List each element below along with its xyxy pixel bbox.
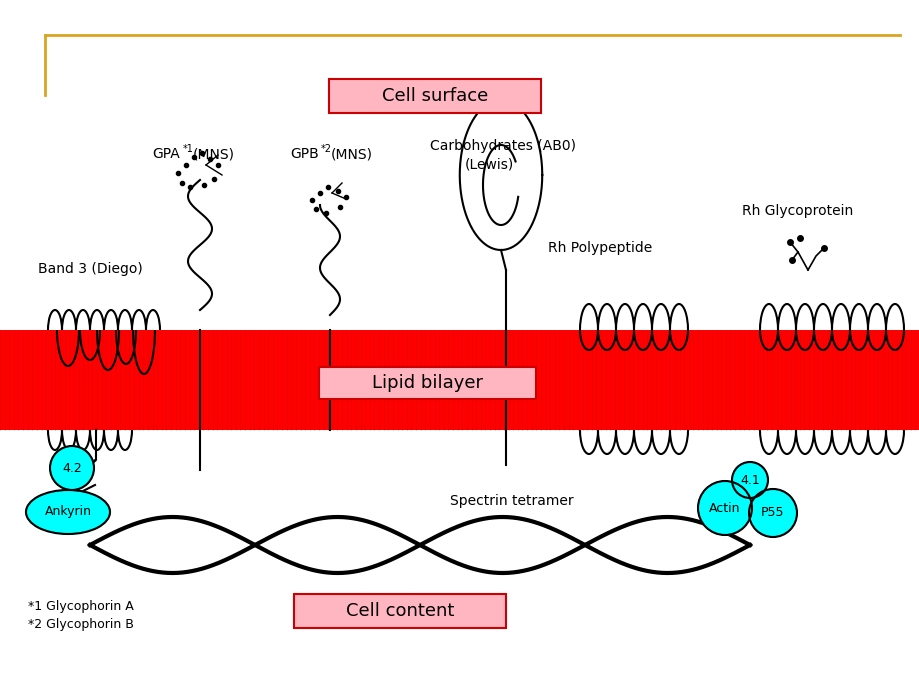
Text: Spectrin tetramer: Spectrin tetramer — [449, 494, 573, 508]
FancyBboxPatch shape — [319, 367, 536, 399]
Text: (MNS): (MNS) — [193, 147, 234, 161]
FancyBboxPatch shape — [0, 330, 919, 430]
FancyBboxPatch shape — [294, 594, 505, 628]
Text: 4.2: 4.2 — [62, 462, 82, 475]
Text: Ankyrin: Ankyrin — [44, 506, 91, 518]
Text: GPB: GPB — [289, 147, 318, 161]
Circle shape — [732, 462, 767, 498]
Text: Actin: Actin — [709, 502, 740, 515]
Text: Rh Polypeptide: Rh Polypeptide — [548, 241, 652, 255]
Text: 4.1: 4.1 — [739, 473, 759, 486]
Text: (MNS): (MNS) — [331, 147, 372, 161]
Text: *2: *2 — [321, 144, 332, 154]
Circle shape — [748, 489, 796, 537]
Text: Rh Glycoprotein: Rh Glycoprotein — [742, 204, 852, 218]
Circle shape — [50, 446, 94, 490]
Text: *1: *1 — [183, 144, 194, 154]
Text: Lipid bilayer: Lipid bilayer — [371, 374, 482, 392]
Text: *1 Glycophorin A: *1 Glycophorin A — [28, 600, 133, 613]
Text: Cell content: Cell content — [346, 602, 454, 620]
Text: *2 Glycophorin B: *2 Glycophorin B — [28, 618, 134, 631]
FancyBboxPatch shape — [329, 79, 540, 113]
Text: Carbohydrates (AB0): Carbohydrates (AB0) — [429, 139, 575, 153]
Text: (Lewis): (Lewis) — [464, 157, 514, 171]
Text: P55: P55 — [760, 506, 784, 520]
Ellipse shape — [26, 490, 110, 534]
Text: Band 3 (Diego): Band 3 (Diego) — [38, 262, 142, 276]
Text: GPA: GPA — [152, 147, 179, 161]
Circle shape — [698, 481, 751, 535]
Text: Cell surface: Cell surface — [381, 87, 488, 105]
